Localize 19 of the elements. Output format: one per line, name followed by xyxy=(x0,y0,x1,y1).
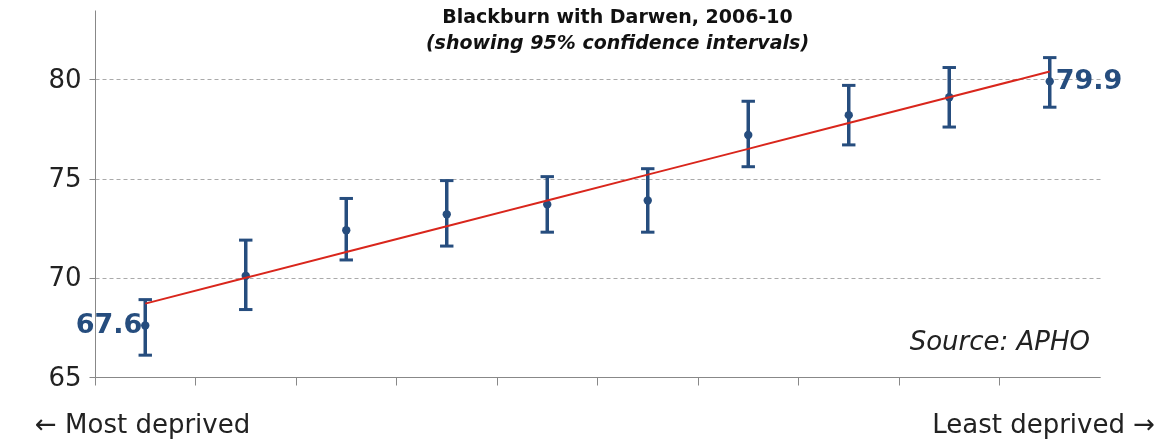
line-series xyxy=(144,70,1051,305)
point xyxy=(643,196,652,205)
y-tick-label: 75 xyxy=(48,163,82,194)
text: Least deprived → xyxy=(932,409,1155,439)
text: ← Most deprived xyxy=(35,409,251,439)
chart-title: Blackburn with Darwen, 2006-10 xyxy=(442,5,793,27)
y-tick-label: 70 xyxy=(48,262,82,293)
point xyxy=(844,110,853,120)
point xyxy=(342,226,351,235)
data-label: 79.9 xyxy=(1055,64,1123,96)
point xyxy=(442,210,451,219)
y-tick-label: 80 xyxy=(48,63,82,94)
y-tick-label: 65 xyxy=(48,361,82,392)
point xyxy=(141,321,150,330)
data-label: 67.6 xyxy=(75,308,143,340)
annotation: Source: APHO xyxy=(909,326,1090,356)
point xyxy=(744,130,753,140)
text: (showing 95% confidence intervals) xyxy=(425,31,810,53)
point xyxy=(1045,77,1054,86)
